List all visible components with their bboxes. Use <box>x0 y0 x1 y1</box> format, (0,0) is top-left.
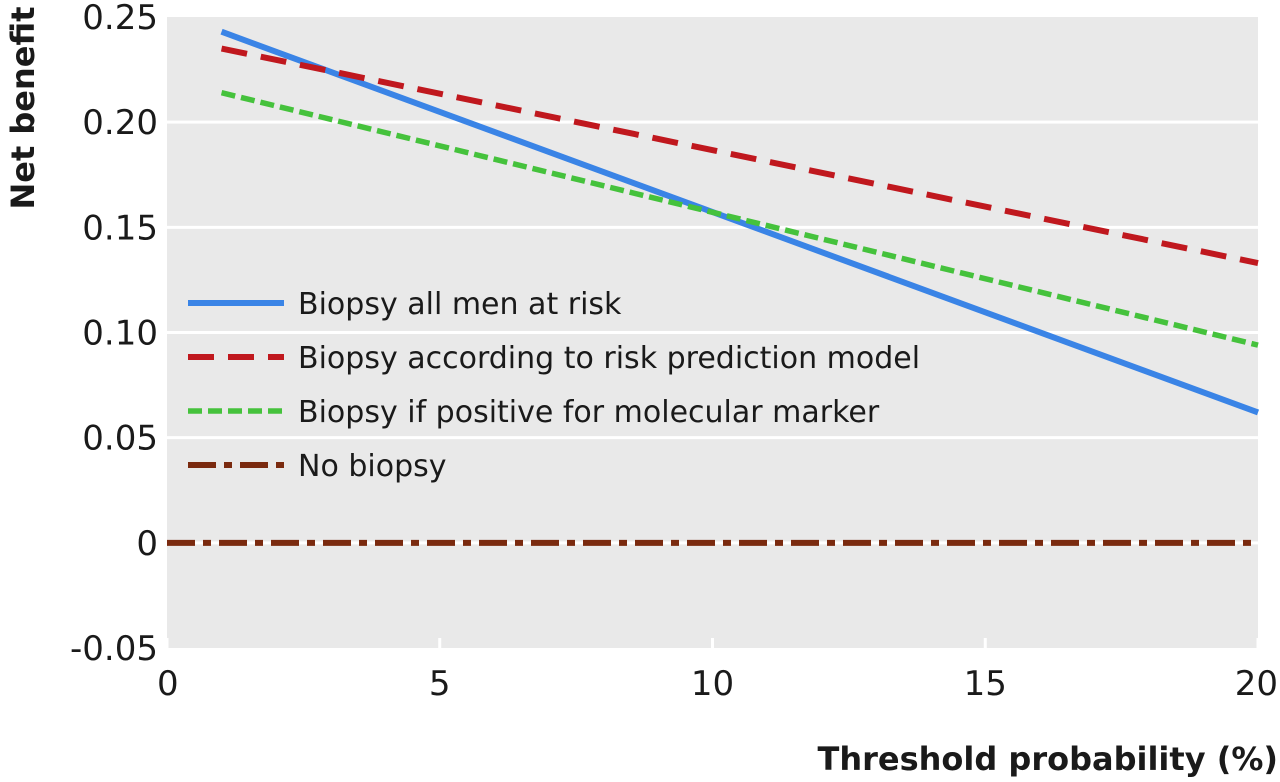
data-series <box>167 28 1260 546</box>
x-axis-title: Threshold probability (%) <box>817 740 1278 778</box>
y-tick-label: -0.05 <box>70 629 158 669</box>
series-line <box>220 90 1259 348</box>
y-tick-label: 0.05 <box>82 419 158 459</box>
x-tick-label: 0 <box>157 664 179 704</box>
legend-label: No biopsy <box>298 449 447 484</box>
x-tick-label: 5 <box>429 664 451 704</box>
y-axis-title: Net benefit <box>4 6 42 209</box>
y-tick-label: 0.15 <box>82 208 158 248</box>
legend: Biopsy all men at risk Biopsy according t… <box>188 287 920 484</box>
y-tick-label: 0.25 <box>82 0 158 38</box>
x-tick-label: 15 <box>964 664 1007 704</box>
x-tick-label: 10 <box>691 664 734 704</box>
legend-label: Biopsy according to risk prediction mode… <box>298 341 920 376</box>
y-tick-label: 0.10 <box>82 314 158 354</box>
y-tick-label: 0 <box>136 524 158 564</box>
y-tick-label: 0.20 <box>82 103 158 143</box>
x-tick-label: 20 <box>1235 664 1278 704</box>
legend-label: Biopsy all men at risk <box>298 287 622 322</box>
series-line <box>220 28 1260 416</box>
series-line <box>220 45 1259 267</box>
legend-label: Biopsy if positive for molecular marker <box>298 395 880 430</box>
